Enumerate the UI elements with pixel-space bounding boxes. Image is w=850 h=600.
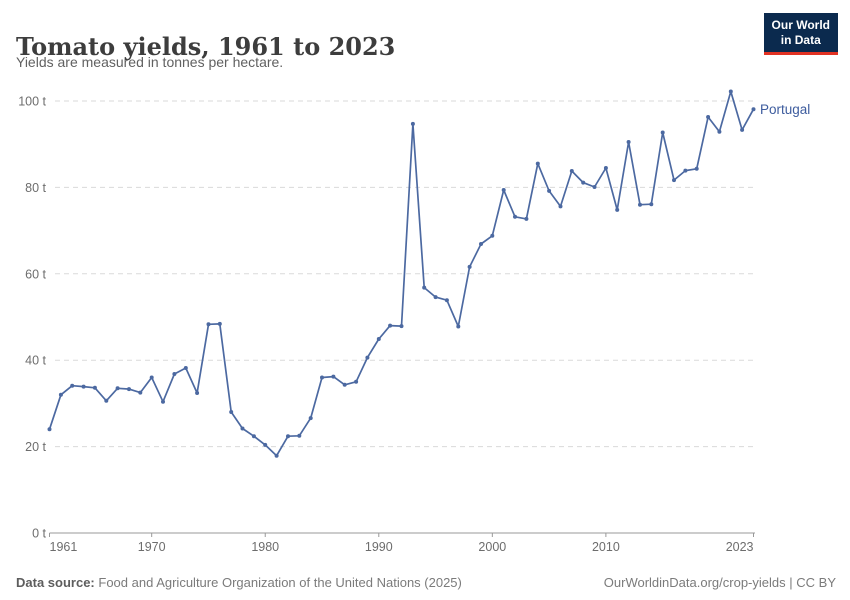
data-point xyxy=(217,321,222,326)
data-point xyxy=(172,372,177,376)
footer-links: OurWorldinData.org/crop-yields | CC BY xyxy=(604,575,836,590)
data-point xyxy=(399,324,404,329)
data-point xyxy=(138,390,143,395)
y-tick-label: 100 t xyxy=(18,95,46,109)
data-point xyxy=(58,392,63,397)
data-point xyxy=(47,427,52,432)
data-point xyxy=(569,169,574,173)
license-link[interactable]: CC BY xyxy=(796,575,836,590)
data-point xyxy=(70,383,75,388)
data-point xyxy=(104,398,109,403)
data-source-text: Food and Agriculture Organization of the… xyxy=(98,575,462,590)
data-point xyxy=(195,391,200,395)
x-tick-label: 1990 xyxy=(365,540,393,554)
data-point xyxy=(183,366,188,370)
data-point xyxy=(490,233,495,238)
data-point xyxy=(535,161,540,166)
data-point xyxy=(422,285,427,290)
footer-separator: | xyxy=(789,575,793,590)
data-point xyxy=(479,242,483,246)
x-tick-label: 1980 xyxy=(251,540,279,554)
data-point xyxy=(297,433,302,438)
data-point xyxy=(308,416,313,421)
data-point xyxy=(660,130,665,135)
data-point xyxy=(149,375,154,380)
data-point xyxy=(433,295,438,300)
data-point xyxy=(740,127,745,132)
data-point xyxy=(206,322,211,327)
data-point xyxy=(263,442,268,447)
data-point xyxy=(706,115,711,119)
data-point xyxy=(251,434,256,439)
y-tick-label: 80 t xyxy=(25,181,46,195)
data-point xyxy=(524,216,529,221)
data-point xyxy=(92,385,97,390)
x-tick-label: 2000 xyxy=(478,540,506,554)
owid-url-link[interactable]: OurWorldinData.org/crop-yields xyxy=(603,575,786,590)
data-point xyxy=(513,214,517,219)
data-point xyxy=(558,204,563,209)
x-tick-label: 1961 xyxy=(50,540,78,554)
data-source-prefix: Data source: xyxy=(16,575,95,590)
data-point xyxy=(751,107,756,112)
data-point xyxy=(717,129,722,134)
data-source-note: Data source: Food and Agriculture Organi… xyxy=(16,575,462,590)
data-point xyxy=(615,207,620,212)
series-portugal[interactable] xyxy=(47,89,756,458)
owid-logo[interactable]: Our World in Data xyxy=(763,13,838,55)
data-point xyxy=(127,387,131,392)
data-point xyxy=(376,337,381,341)
data-point xyxy=(81,384,86,389)
data-point xyxy=(728,89,733,94)
data-point xyxy=(649,202,654,207)
x-tick-label: 1970 xyxy=(138,540,166,554)
data-point xyxy=(592,185,597,189)
owid-logo-line1: Our World xyxy=(771,18,830,32)
data-point xyxy=(581,180,586,185)
page-title: Tomato yields, 1961 to 2023 xyxy=(16,32,396,62)
y-tick-label: 0 t xyxy=(32,527,46,541)
x-tick-label: 2010 xyxy=(592,540,620,554)
x-tick-label: 2023 xyxy=(726,540,754,554)
data-point xyxy=(672,178,676,183)
y-tick-label: 60 t xyxy=(25,267,46,281)
data-point xyxy=(342,382,347,387)
chart-subtitle: Yields are measured in tonnes per hectar… xyxy=(16,54,284,70)
data-point xyxy=(229,410,234,414)
data-point xyxy=(161,399,165,404)
data-point xyxy=(240,426,245,431)
data-point xyxy=(320,375,324,380)
data-point xyxy=(388,323,393,328)
owid-logo-line2: in Data xyxy=(780,33,821,47)
chart-footer: Data source: Food and Agriculture Organi… xyxy=(16,575,836,590)
data-point xyxy=(467,264,472,269)
data-point xyxy=(683,168,688,173)
series-label-portugal[interactable]: Portugal xyxy=(760,102,811,117)
data-point xyxy=(456,324,461,329)
data-point xyxy=(603,166,608,170)
data-point xyxy=(638,202,642,207)
data-point xyxy=(365,355,370,360)
y-tick-label: 20 t xyxy=(25,440,46,454)
y-tick-label: 40 t xyxy=(25,354,46,368)
data-point xyxy=(444,298,449,303)
data-point xyxy=(694,166,699,171)
data-point xyxy=(501,188,506,192)
data-point xyxy=(115,386,120,391)
data-point xyxy=(354,379,359,384)
data-point xyxy=(331,374,336,379)
data-point xyxy=(626,140,631,144)
data-point xyxy=(547,188,552,193)
data-point xyxy=(286,434,290,439)
data-point xyxy=(274,453,279,458)
data-point xyxy=(410,121,415,126)
